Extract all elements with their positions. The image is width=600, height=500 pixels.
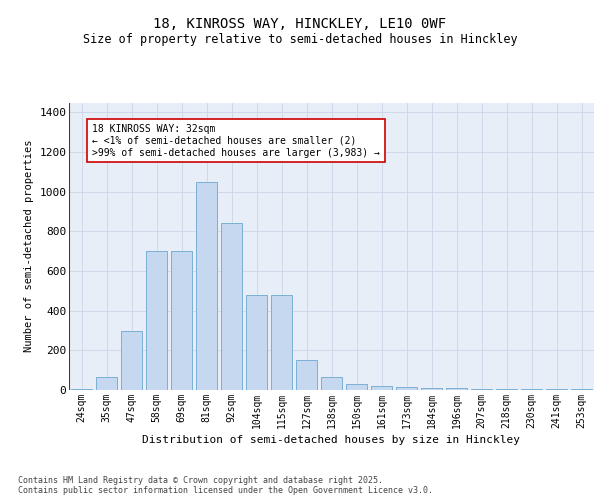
X-axis label: Distribution of semi-detached houses by size in Hinckley: Distribution of semi-detached houses by … bbox=[143, 435, 521, 445]
Bar bbox=[296, 360, 317, 390]
Bar bbox=[496, 389, 517, 390]
Bar bbox=[71, 389, 92, 390]
Bar bbox=[221, 224, 242, 390]
Bar bbox=[321, 377, 342, 390]
Text: 18 KINROSS WAY: 32sqm
← <1% of semi-detached houses are smaller (2)
>99% of semi: 18 KINROSS WAY: 32sqm ← <1% of semi-deta… bbox=[92, 124, 380, 158]
Bar bbox=[371, 386, 392, 390]
Bar bbox=[196, 182, 217, 390]
Bar bbox=[96, 377, 117, 390]
Bar bbox=[271, 295, 292, 390]
Bar bbox=[421, 388, 442, 390]
Text: 18, KINROSS WAY, HINCKLEY, LE10 0WF: 18, KINROSS WAY, HINCKLEY, LE10 0WF bbox=[154, 18, 446, 32]
Bar bbox=[346, 384, 367, 390]
Text: Contains HM Land Registry data © Crown copyright and database right 2025.
Contai: Contains HM Land Registry data © Crown c… bbox=[18, 476, 433, 495]
Bar bbox=[446, 388, 467, 390]
Y-axis label: Number of semi-detached properties: Number of semi-detached properties bbox=[23, 140, 34, 352]
Bar bbox=[396, 387, 417, 390]
Bar bbox=[521, 389, 542, 390]
Bar bbox=[246, 295, 267, 390]
Bar bbox=[171, 251, 192, 390]
Bar bbox=[121, 330, 142, 390]
Text: Size of property relative to semi-detached houses in Hinckley: Size of property relative to semi-detach… bbox=[83, 32, 517, 46]
Bar bbox=[471, 388, 492, 390]
Bar bbox=[146, 251, 167, 390]
